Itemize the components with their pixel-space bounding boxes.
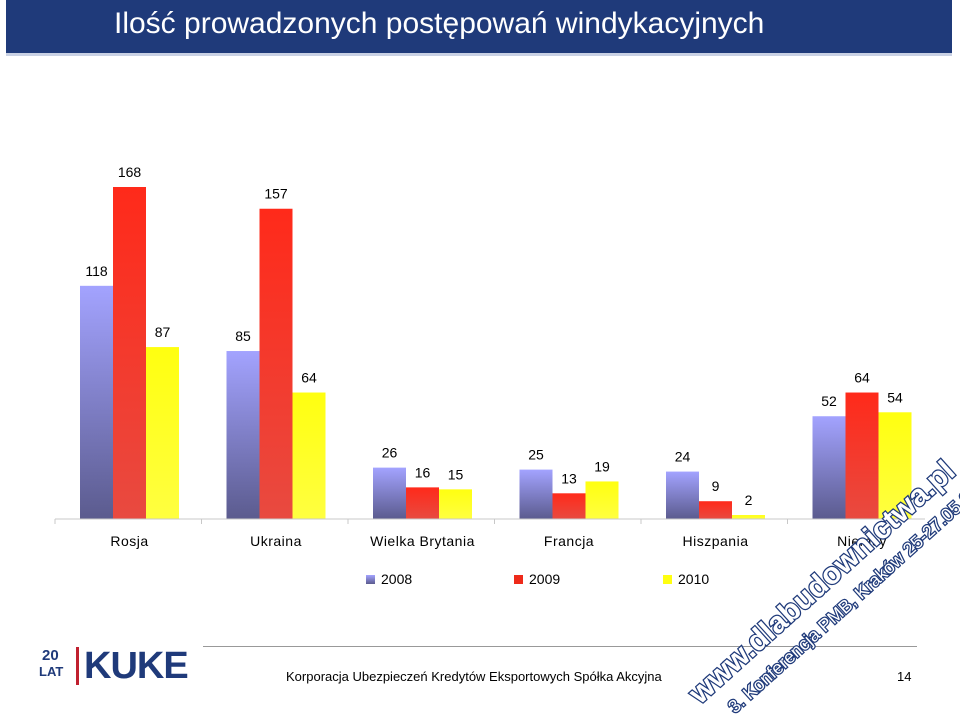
x-tick-label: Francja [544,533,594,549]
logo-anniversary: 20 [42,647,59,664]
kuke-logo: 20 LAT KUKE [38,643,189,693]
x-tick-label: Hiszpania [683,533,749,549]
bar-chart: 118 168 87 85 157 64 26 16 15 25 13 19 24 9 2 52 64 54 Ro… [54,164,935,549]
bar-2010-hiszpania [732,515,765,519]
data-label-2008-francja: 25 [528,447,544,463]
data-label-2010-rosja: 87 [155,324,171,340]
bar-2008-rosja [80,285,113,519]
bar-2010-rosja [146,347,179,519]
bar-2008-niemcy [812,416,846,519]
bar-2010-wielka-brytania [439,489,472,519]
bar-2008-francja [519,469,553,519]
bar-2010-ukraina [292,392,326,519]
legend-swatch-2008 [366,574,375,584]
data-label-2010-wielka-brytania: 15 [448,466,464,482]
logo-divider [76,647,79,685]
bar-2010-niemcy [878,412,912,519]
data-label-2008-wielka-brytania: 26 [382,445,398,461]
bar-2008-wielka-brytania [373,467,406,519]
bar-2008-hiszpania [666,471,699,519]
legend-item-2009: 2009 [514,571,560,587]
bar-2010-francja [585,481,619,519]
bar-2008-ukraina [226,351,260,519]
bar-2009-ukraina [259,208,293,519]
title-bar: Ilość prowadzonych postępowań windykacyj… [6,0,952,56]
legend-swatch-2009 [514,574,523,584]
data-label-2008-hiszpania: 24 [675,449,691,465]
bar-2009-francja [552,493,586,519]
bar-2009-hiszpania [699,501,732,519]
x-tick-label: Ukraina [250,533,302,549]
bar-2009-niemcy [845,392,879,519]
bar-2009-rosja [113,187,146,519]
legend-item-2010: 2010 [663,571,709,587]
footer-company-name: Korporacja Ubezpieczeń Kredytów Eksporto… [286,669,662,684]
data-label-2009-wielka-brytania: 16 [415,464,431,480]
x-tick-label: Rosja [110,533,148,549]
data-label-2010-niemcy: 54 [887,389,903,405]
legend-label-2010: 2010 [678,571,710,587]
bar-2009-wielka-brytania [406,487,439,519]
data-label-2009-rosja: 168 [118,164,142,180]
logo-wordmark: KUKE [84,645,189,687]
data-label-2010-ukraina: 64 [301,370,317,386]
legend-item-2008: 2008 [366,571,412,587]
legend-label-2008: 2008 [381,571,413,587]
data-label-2008-niemcy: 52 [821,393,837,409]
data-label-2009-hiszpania: 9 [712,478,720,494]
data-label-2010-francja: 19 [594,458,610,474]
logo-lat: LAT [39,664,64,679]
data-label-2010-hiszpania: 2 [745,492,753,508]
data-label-2009-ukraina: 157 [264,186,288,202]
data-label-2009-niemcy: 64 [854,370,870,386]
x-tick-label: Niemcy [837,533,887,549]
legend-swatch-2010 [663,574,672,584]
page-title: Ilość prowadzonych postępowań windykacyj… [114,7,765,40]
footer-divider [203,646,917,647]
data-label-2008-rosja: 118 [85,263,108,279]
x-tick-label: Wielka Brytania [370,533,475,549]
data-label-2008-ukraina: 85 [235,328,251,344]
legend-label-2009: 2009 [529,571,561,587]
data-label-2009-francja: 13 [561,470,577,486]
page-number: 14 [897,669,912,684]
